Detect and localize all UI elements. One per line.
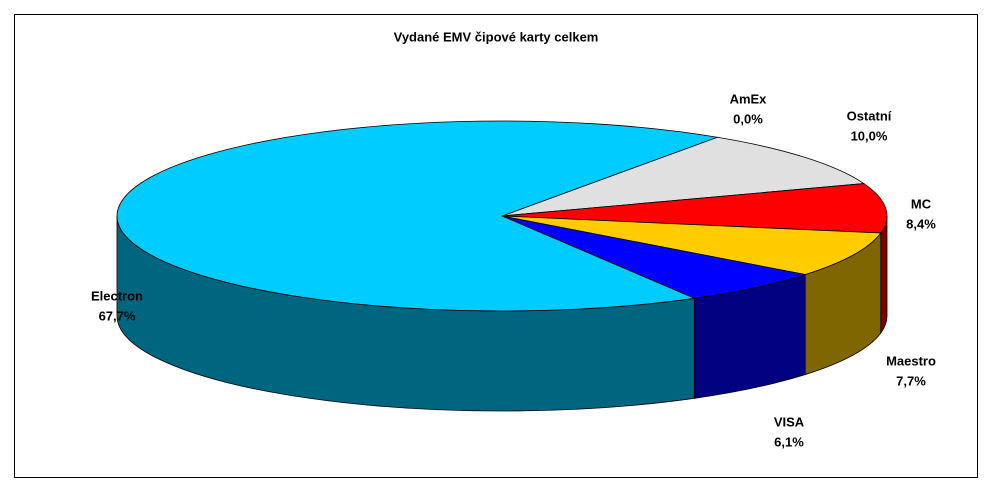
slice-value-label: 10,0% [851,128,888,143]
slice-label: MC [911,196,932,211]
slice-value-label: 0,0% [733,111,763,126]
slice-side [880,215,888,335]
slice-value-label: 7,7% [896,373,926,388]
chart-title: Vydané EMV čipové karty celkem [394,29,599,44]
slice-label: AmEx [730,91,768,106]
slice-value-label: 6,1% [774,434,804,449]
slice [116,120,719,312]
slice-label: Maestro [886,353,936,368]
slice [501,215,806,299]
slice-label: Ostatní [847,108,892,123]
slice-label: VISA [774,414,805,429]
slice [501,215,882,275]
slice [501,183,888,234]
slice-value-label: 8,4% [906,216,936,231]
slice-value-label: 67,7% [99,308,136,323]
slice [501,136,866,217]
slice-label: Electron [91,288,143,303]
